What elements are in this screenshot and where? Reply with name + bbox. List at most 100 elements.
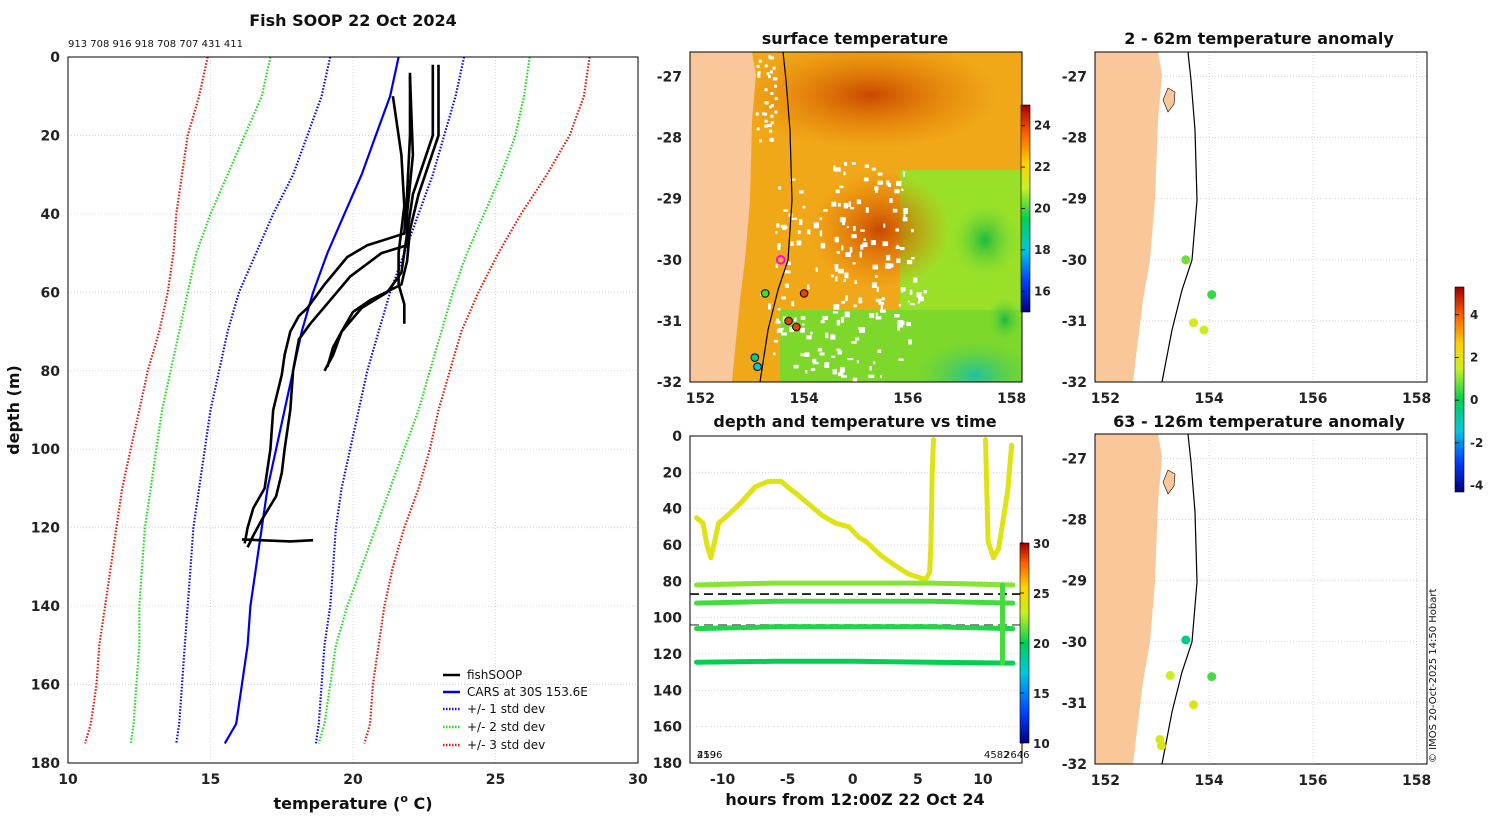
profile-ytick-label: 60	[41, 285, 61, 301]
profile-series--3-std	[84, 57, 209, 744]
sst-missing-pixel	[774, 110, 778, 114]
sst-missing-pixel	[843, 202, 849, 209]
profile-ytick-label: 0	[50, 50, 60, 66]
sst-missing-pixel	[868, 374, 875, 378]
sst-missing-pixel	[840, 316, 844, 323]
sst-missing-pixel	[787, 261, 791, 266]
profile-xlabel-main: temperature (	[273, 794, 400, 813]
profile-ylabel: depth (m)	[4, 365, 23, 455]
sst-missing-pixel	[844, 162, 848, 166]
legend-fishsoop: fishSOOP	[467, 668, 522, 682]
anom2-ytick-label: -30	[1062, 635, 1088, 651]
sst-missing-pixel	[874, 186, 879, 191]
sst-missing-pixel	[836, 319, 841, 326]
profile-ytick-label: 180	[31, 756, 60, 772]
sst-missing-pixel	[888, 183, 892, 187]
time-ytick-label: 120	[653, 647, 682, 663]
sst-missing-pixel	[856, 360, 859, 364]
sst-missing-pixel	[820, 242, 826, 249]
profile-xlabel: temperature (o C)	[273, 792, 432, 813]
sst-missing-pixel	[771, 104, 774, 108]
time-colorbar-label: 20	[1033, 637, 1050, 651]
sst-colorbar-label: 24	[1034, 119, 1051, 133]
sst-missing-pixel	[842, 221, 846, 226]
sst-missing-pixel	[894, 189, 900, 194]
sst-missing-pixel	[886, 254, 891, 261]
anom1-title: 2 - 62m temperature anomaly	[1124, 29, 1394, 48]
sst-missing-pixel	[847, 358, 854, 361]
sst-missing-pixel	[813, 362, 819, 365]
time-ytick-label: 160	[653, 720, 682, 736]
anom2-ytick-label: -31	[1062, 696, 1087, 712]
time-xtick-label: 5	[913, 772, 923, 788]
time-xtick-label: 0	[848, 772, 858, 788]
anom2-anomaly-marker	[1165, 670, 1175, 680]
sst-missing-pixel	[860, 244, 864, 250]
anomaly-colorbar-label: 4	[1470, 308, 1478, 322]
sst-missing-pixel	[849, 247, 853, 253]
sst-field	[690, 52, 1022, 382]
anom2-title: 63 - 126m temperature anomaly	[1113, 412, 1405, 431]
sst-ytick-label: -28	[657, 131, 682, 147]
time-xtick-label: -5	[780, 772, 796, 788]
anom2-xtick-label: 154	[1195, 773, 1224, 789]
sst-missing-pixel	[831, 201, 837, 207]
sst-missing-pixel	[768, 75, 771, 79]
profile-series-fishsoop-a	[243, 72, 412, 544]
sst-missing-pixel	[875, 188, 878, 193]
sst-missing-pixel	[871, 282, 877, 288]
time-ytick-label: 140	[653, 683, 682, 699]
sst-station-marker	[775, 254, 786, 265]
anom2-ytick-label: -28	[1062, 513, 1087, 529]
sst-missing-pixel	[843, 171, 846, 176]
sst-colorbar-label: 22	[1034, 160, 1051, 174]
sst-missing-pixel	[869, 313, 875, 318]
legend-std1: +/- 1 std dev	[467, 702, 545, 716]
sst-missing-pixel	[903, 171, 906, 177]
sst-missing-pixel	[903, 214, 906, 218]
sst-missing-pixel	[848, 201, 851, 207]
sst-missing-pixel	[773, 352, 776, 356]
sst-missing-pixel	[897, 326, 900, 331]
sst-missing-pixel	[916, 292, 922, 298]
profile-series--2-std	[317, 57, 531, 744]
sst-missing-pixel	[784, 270, 791, 274]
depth-profile-chart: Fish SOOP 22 Oct 2024 913 708 916 918 70…	[4, 11, 648, 813]
anom2-ytick-label: -32	[1062, 757, 1087, 773]
sst-missing-pixel	[835, 189, 840, 194]
sst-missing-pixel	[770, 56, 774, 60]
sst-missing-pixel	[794, 317, 797, 322]
sst-missing-pixel	[756, 64, 760, 68]
sst-missing-pixel	[860, 229, 865, 232]
sst-colorbar-label: 20	[1034, 202, 1051, 216]
anom1-ytick-label: -32	[1062, 375, 1087, 391]
time-ytick-label: 80	[663, 574, 683, 590]
sst-missing-pixel	[764, 124, 768, 128]
sst-missing-pixel	[844, 311, 850, 318]
sst-missing-pixel	[834, 264, 839, 270]
sst-missing-pixel	[853, 226, 856, 232]
profile-series-fishsoop-c	[323, 64, 435, 372]
profile-ytick-label: 40	[41, 207, 61, 223]
sst-missing-pixel	[775, 320, 781, 324]
sst-missing-pixel	[810, 368, 816, 371]
anom2-anomaly-marker	[1181, 635, 1191, 645]
sst-missing-pixel	[811, 358, 817, 363]
sst-missing-pixel	[852, 377, 858, 382]
sst-missing-pixel	[796, 240, 802, 246]
sst-missing-pixel	[762, 112, 766, 116]
sst-missing-pixel	[896, 180, 902, 187]
sst-missing-pixel	[836, 251, 840, 254]
sst-missing-pixel	[843, 279, 846, 282]
sst-missing-pixel	[859, 327, 865, 333]
sst-missing-pixel	[778, 186, 782, 190]
sst-missing-pixel	[833, 304, 840, 310]
profile-ytick-label: 160	[31, 678, 60, 694]
sst-xtick-label: 158	[997, 391, 1026, 407]
sst-missing-pixel	[878, 301, 885, 305]
sst-missing-pixel	[876, 286, 879, 292]
sst-ytick-label: -31	[657, 314, 682, 330]
sst-missing-pixel	[858, 327, 863, 330]
sst-missing-pixel	[897, 320, 904, 326]
anom1-anomaly-marker	[1199, 325, 1209, 335]
